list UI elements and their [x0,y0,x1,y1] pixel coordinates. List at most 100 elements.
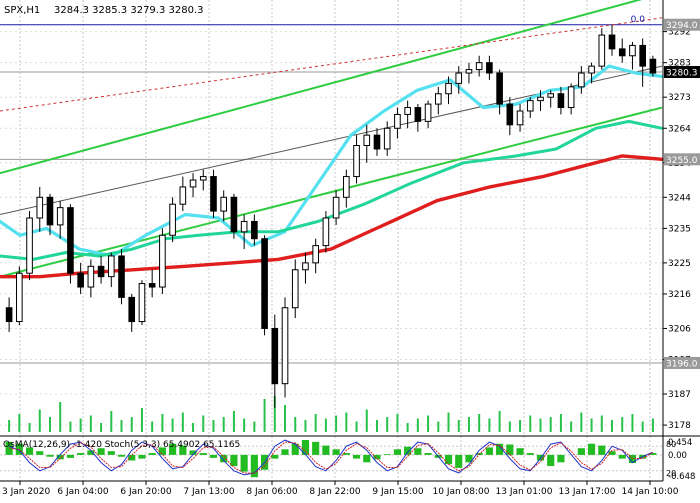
oscillator-tick-label: 0.454 [668,438,692,448]
price-tag [664,356,700,369]
candle-body [281,307,289,385]
candle-body [353,145,360,178]
oscillator-label: OsMA(12,26,9) -1.420 Stoch(5,3,3) 65.490… [3,440,240,450]
candle-body [475,62,483,71]
y-tick-label: 3187 [668,390,691,400]
y-tick-label: 3264 [668,124,691,134]
x-tick-label: 13 Jan 01:00 [496,487,553,497]
candle-body [46,196,54,226]
candle-body [526,100,534,112]
labels: SPX,H1 3284.3 3285.3 3279.3 3280.3 0.0 O… [3,5,645,450]
candle-body [56,207,64,226]
candle-body [261,238,268,329]
x-tick-label: 8 Jan 22:00 [309,487,361,497]
candle-body [445,82,452,95]
candle-body [240,220,248,233]
candle-body [465,69,473,74]
channel-line [0,0,643,175]
candle-body [639,44,646,67]
candle-body [486,62,493,74]
price-tag [664,153,700,166]
candle-body [322,217,330,247]
ema-slow-line [0,154,664,279]
candle-body [598,34,606,67]
channel-line [0,106,663,278]
price-tag-label: 3196.0 [666,359,698,369]
candle-body [107,255,115,278]
x-tick-label: 6 Jan 04:00 [57,487,109,497]
stochastic-main-line [8,439,654,476]
candle-body [148,283,156,288]
candle-body [251,220,258,240]
candle-body [394,113,401,129]
candle-body [220,196,228,212]
candle-body [16,272,23,323]
y-tick-label: 3225 [668,259,691,269]
candle-body [199,176,207,181]
candle-body [36,196,44,219]
moving-averages [0,64,664,279]
candle-body [128,296,136,323]
price-tag-label: 3294.0 [666,21,698,31]
candle-body [383,127,391,150]
y-tick-label: 3178 [668,421,691,431]
candle-body [588,65,595,74]
candle-body [343,176,350,198]
stochastic-signal-line [9,441,654,474]
x-tick-label: 9 Jan 15:00 [372,487,424,497]
volume-bars [8,396,654,432]
candle-body [618,48,626,57]
candle-body [455,72,463,84]
x-tick-label: 13 Jan 17:00 [559,487,616,497]
candle-body [424,103,432,122]
y-tick-label: 3283 [668,59,691,69]
candle-body [547,93,555,98]
ema-mid-line [0,119,664,261]
stoch-lower-tick: 20 [666,469,676,478]
candle-body [496,72,503,105]
oscillator-panel: 0.454 0.00 -0.648 80 20 [0,438,695,482]
x-tick-label: 6 Jan 20:00 [120,487,172,497]
x-tick-label: 3 Jan 2020 [2,487,50,497]
y-tick-label: 3273 [668,93,691,103]
candle-body [97,265,105,278]
candle-body [434,93,442,105]
price-tag-label: 3280.3 [666,68,698,78]
candle-body [649,58,657,74]
candle-body [608,34,616,50]
y-tick-label: 3216 [668,290,691,300]
y-tick-label: 3235 [668,224,691,234]
y-tick-label: 3206 [668,324,691,334]
y-tick-label: 3292 [668,28,691,38]
candle-body [210,176,217,212]
ohlc-label: 3284.3 3285.3 3279.3 3280.3 [54,5,204,16]
oscillator-tick-label: -0.648 [668,472,695,482]
candle-body [404,107,411,115]
candle-body [414,107,422,122]
candle-body [291,269,299,309]
grid [0,0,662,481]
candle-body [189,179,197,188]
symbol-label: SPX,H1 [4,5,40,16]
stoch-upper-tick: 80 [666,440,676,449]
candle-body [26,217,33,274]
candle-body [332,196,340,219]
candle-body [169,203,176,236]
candle-body [373,134,381,150]
candle-body [302,262,309,271]
x-tick-label: 7 Jan 13:00 [183,487,235,497]
x-tick-label: 10 Jan 08:00 [433,487,490,497]
candle-body [77,272,84,288]
x-tick-label: 8 Jan 06:00 [246,487,298,497]
candle-body [271,327,279,385]
oscillator-tick-label: 0.00 [668,451,687,461]
price-tag [664,18,700,31]
candle-body [578,72,585,88]
candle-body [516,110,524,126]
horizontal-levels [0,24,662,364]
candle-body [230,196,238,233]
candle-body [138,283,146,323]
